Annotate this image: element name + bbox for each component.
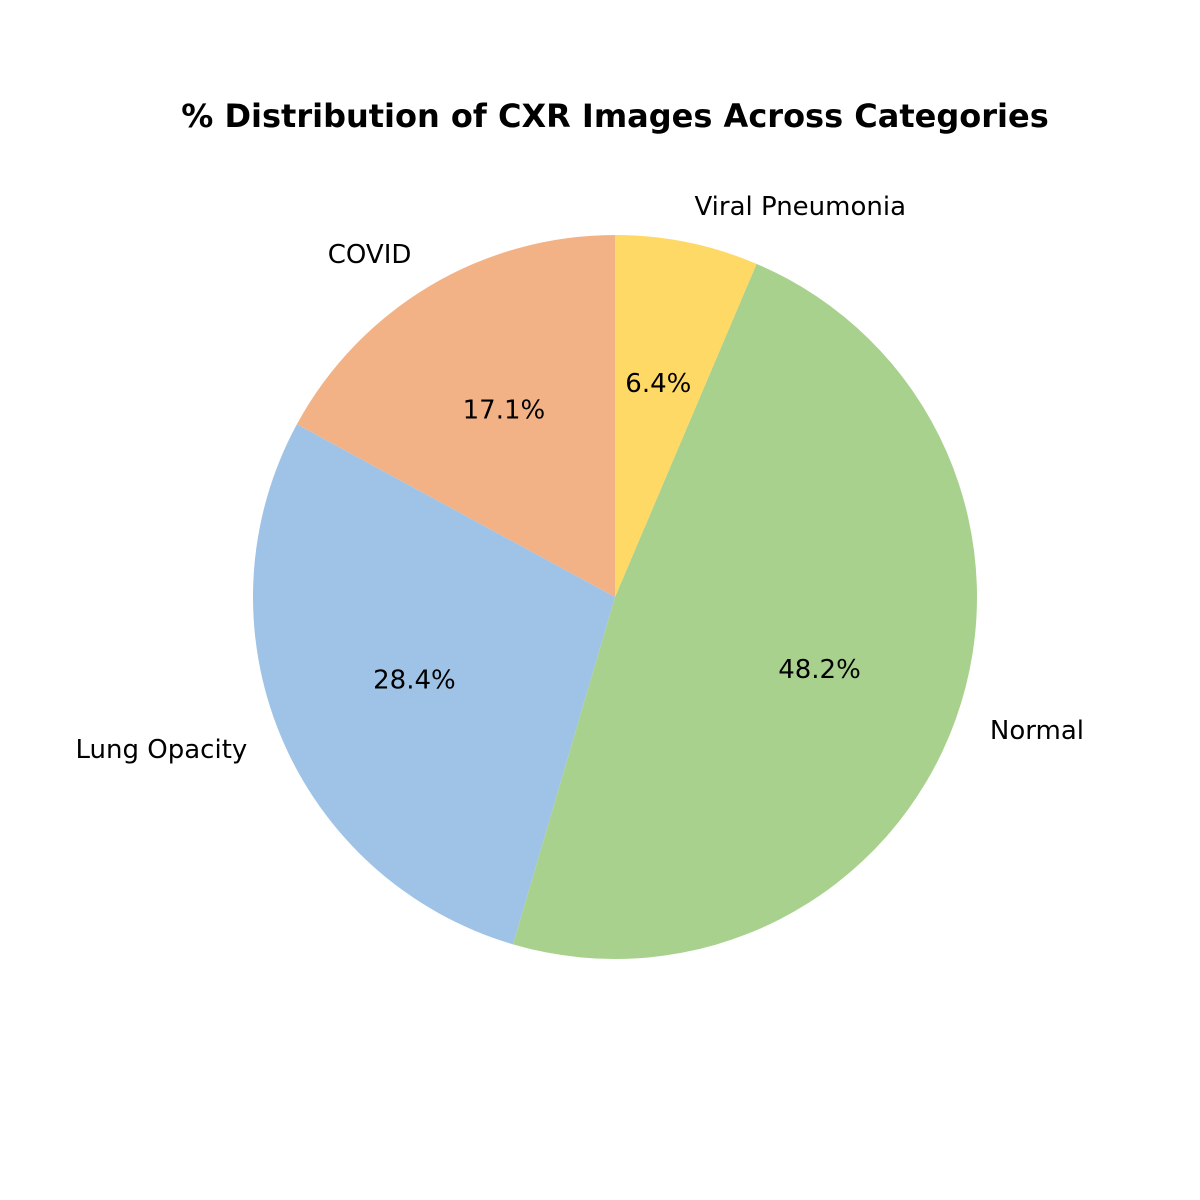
- pie-slice-covid: [296, 235, 615, 597]
- pie-slice-viral-pneumonia: [615, 235, 757, 597]
- category-label-normal: Normal: [990, 716, 1084, 746]
- category-label-viral-pneumonia: Viral Pneumonia: [694, 192, 906, 222]
- pie-slice-lung-opacity: [252, 424, 615, 945]
- pct-label-lung-opacity: 28.4%: [373, 665, 456, 695]
- pie-slice-normal: [513, 263, 978, 960]
- pct-label-covid: 17.1%: [463, 395, 546, 425]
- pct-label-viral-pneumonia: 6.4%: [625, 369, 691, 399]
- category-label-covid: COVID: [328, 240, 412, 270]
- pct-label-normal: 48.2%: [778, 655, 861, 685]
- category-label-lung-opacity: Lung Opacity: [76, 735, 248, 765]
- chart-title: % Distribution of CXR Images Across Cate…: [181, 97, 1049, 135]
